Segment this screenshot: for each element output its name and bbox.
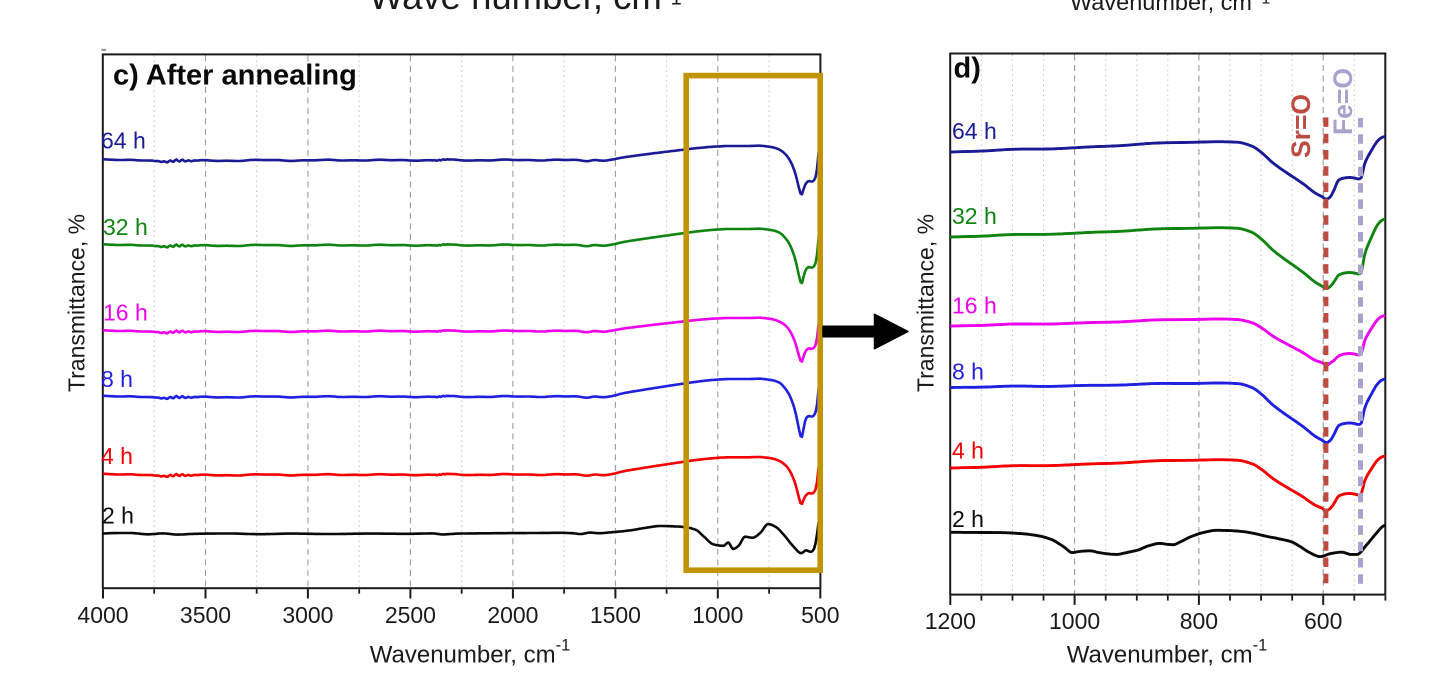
svg-text:Fe=O: Fe=O (1328, 68, 1358, 135)
svg-text:500: 500 (801, 602, 839, 628)
svg-text:1000: 1000 (1049, 608, 1100, 634)
svg-text:Transmittance, %: Transmittance, % (64, 214, 90, 392)
svg-text:-1: -1 (664, 0, 682, 10)
svg-text:2 h: 2 h (952, 506, 984, 532)
svg-text:600: 600 (1304, 608, 1342, 634)
svg-text:3500: 3500 (180, 602, 231, 628)
svg-text:4000: 4000 (77, 602, 128, 628)
svg-text:64 h: 64 h (952, 118, 997, 144)
svg-text:Wave number, cm: Wave number, cm (369, 0, 662, 17)
svg-text:64 h: 64 h (101, 128, 146, 154)
svg-text:16 h: 16 h (952, 293, 997, 319)
svg-text:3000: 3000 (282, 602, 333, 628)
svg-text:8 h: 8 h (101, 366, 133, 392)
svg-text:d): d) (954, 53, 981, 85)
svg-text:Wavenumber, cm-1: Wavenumber, cm-1 (1067, 637, 1268, 669)
svg-text:16 h: 16 h (103, 299, 148, 325)
svg-text:1200: 1200 (925, 608, 976, 634)
svg-text:4 h: 4 h (101, 443, 133, 469)
svg-text:-1: -1 (1256, 0, 1270, 8)
svg-text:2000: 2000 (487, 602, 538, 628)
svg-text:Transmittance, %: Transmittance, % (913, 214, 939, 392)
svg-text:Wavenumber, cm: Wavenumber, cm (1070, 0, 1252, 15)
svg-text:c) After annealing: c) After annealing (113, 60, 357, 92)
svg-text:32 h: 32 h (952, 203, 997, 229)
svg-text:800: 800 (1180, 608, 1218, 634)
svg-text:2500: 2500 (385, 602, 436, 628)
svg-text:1000: 1000 (692, 602, 743, 628)
svg-text:8 h: 8 h (952, 359, 984, 385)
svg-text:32 h: 32 h (103, 214, 148, 240)
svg-text:2 h: 2 h (102, 502, 134, 528)
svg-text:Sr=O: Sr=O (1286, 94, 1316, 158)
svg-text:4 h: 4 h (952, 438, 984, 464)
svg-text:1500: 1500 (590, 602, 641, 628)
svg-text:Wavenumber, cm-1: Wavenumber, cm-1 (370, 637, 571, 669)
